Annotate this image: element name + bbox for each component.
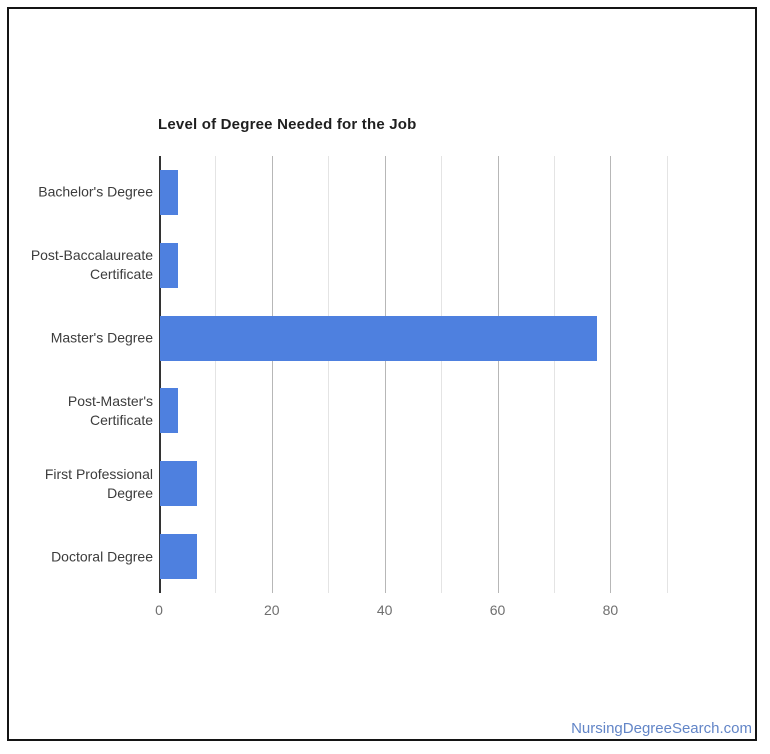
category-label: Doctoral Degree <box>51 548 153 565</box>
category-label: Post-Master's Certificate <box>67 392 153 428</box>
x-tick-label: 60 <box>489 602 506 618</box>
bar[interactable] <box>160 534 198 580</box>
chart-title: Level of Degree Needed for the Job <box>158 116 417 133</box>
gridline-minor <box>441 156 443 593</box>
gridline-major <box>384 156 386 593</box>
plot-area <box>159 156 695 593</box>
gridline-minor <box>215 156 217 593</box>
bar[interactable] <box>160 169 179 215</box>
gridline-minor <box>328 156 330 593</box>
x-tick-label: 40 <box>376 602 393 618</box>
category-label: Bachelor's Degree <box>38 183 153 200</box>
gridline-major <box>610 156 612 593</box>
category-label: Master's Degree <box>50 329 153 346</box>
gridline-minor <box>666 156 668 593</box>
x-tick-label: 0 <box>155 602 163 618</box>
x-axis-tick-labels: 0 20 40 60 80 <box>155 602 695 622</box>
x-tick-label: 20 <box>264 602 280 618</box>
category-label: First Professional Degree <box>44 465 153 501</box>
gridline-minor <box>553 156 555 593</box>
x-tick-label: 80 <box>602 602 619 618</box>
bar[interactable] <box>160 388 179 434</box>
gridline-major <box>271 156 273 593</box>
bar[interactable] <box>160 315 597 361</box>
category-label: Post-Baccalaureate Certificate <box>30 247 153 283</box>
y-axis-category-labels: Bachelor's Degree Post-Baccalaureate Certi… <box>0 156 153 593</box>
bar[interactable] <box>160 461 198 507</box>
y-axis-line <box>159 156 161 593</box>
watermark-link[interactable]: NursingDegreeSearch.com <box>571 720 752 737</box>
gridline-major <box>497 156 499 593</box>
bar[interactable] <box>160 242 179 288</box>
